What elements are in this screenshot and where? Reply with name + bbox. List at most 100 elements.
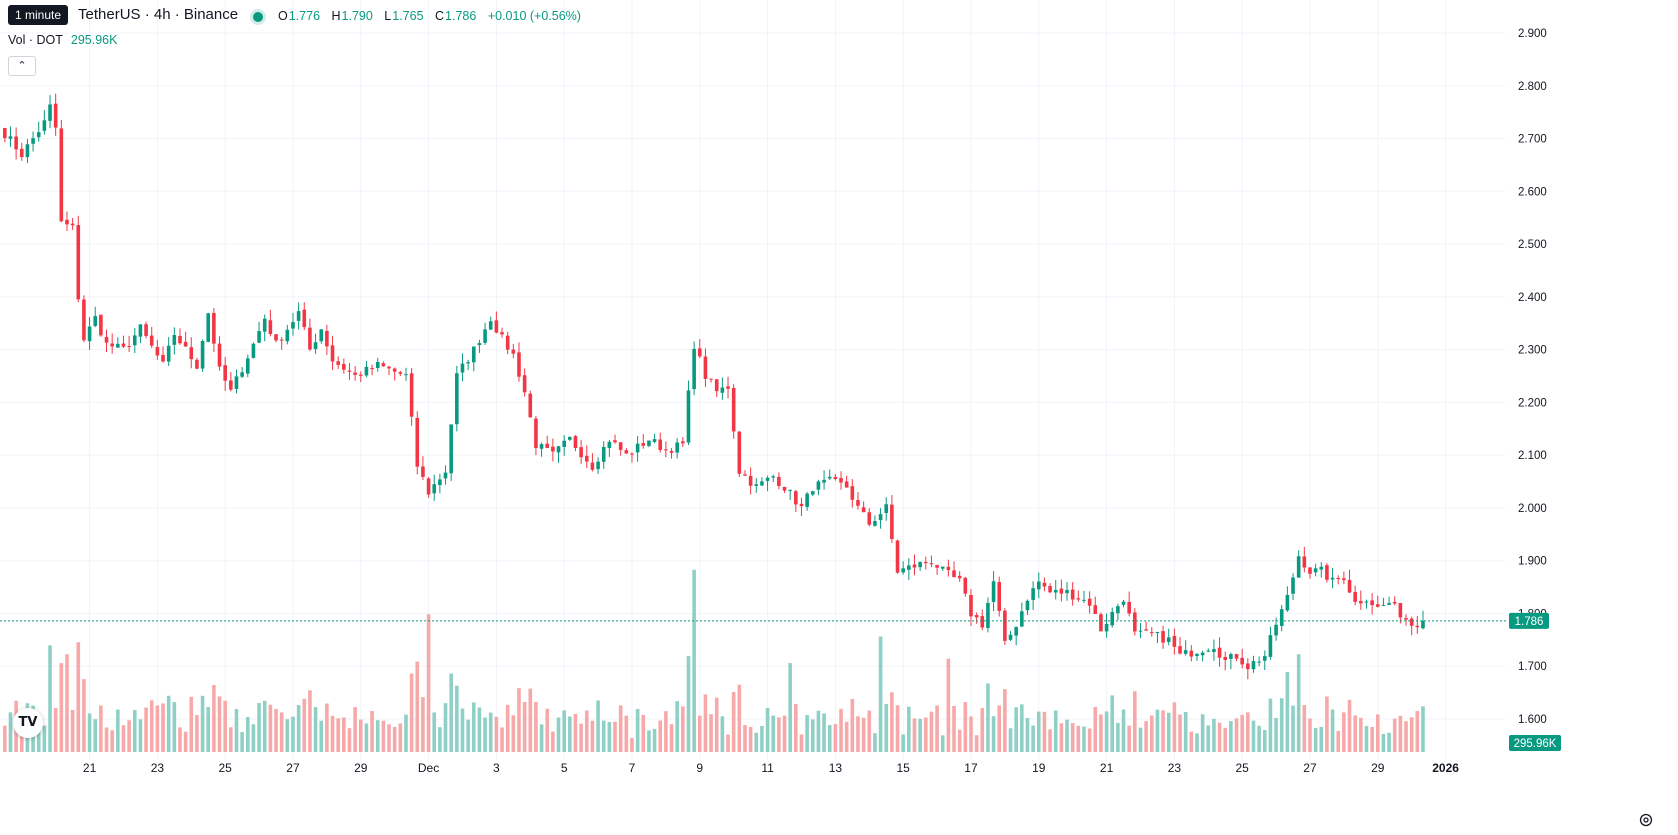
volume-bar [443,703,448,752]
volume-bar [935,705,939,752]
volume-bar [1087,728,1092,752]
candle-body [1070,589,1075,600]
volume-bar [974,735,979,752]
candle-body [1319,566,1324,570]
candle-body [822,479,826,483]
candle-body [161,354,165,362]
candle-body [1262,656,1267,661]
volume-bar [200,695,205,752]
volume-bar [274,708,278,752]
volume-bar [144,707,148,752]
volume-bar [777,717,781,752]
volume-bar [455,685,459,752]
tradingview-logo-icon[interactable]: TV [13,708,43,738]
candle-body [760,481,764,486]
candle-body [940,566,945,569]
candle-body [748,475,753,486]
volume-bar [466,719,470,752]
volume-bar [483,717,487,752]
volume-bar [364,723,369,752]
volume-bar [760,725,764,752]
candle-body [234,376,239,389]
volume-bar [720,716,725,752]
candle-body [901,568,905,573]
volume-bar [810,719,815,752]
volume-bar [969,716,973,752]
candle-body [82,299,86,341]
volume-bar [912,718,917,752]
volume-bar [3,725,7,752]
volume-value: 295.96K [70,33,118,47]
volume-bar [590,720,595,752]
candle-body [1336,578,1341,580]
candle-body [387,366,391,369]
low-label: L [384,9,392,23]
candle-body [149,335,154,346]
volume-bar [980,708,985,752]
volume-bar [426,614,431,752]
candle-body [409,373,414,417]
volume-bar [1003,689,1007,752]
candle-body [709,378,713,380]
volume-legend[interactable]: Vol · DOT 295.96K [8,33,117,47]
volume-bar [42,725,47,752]
volume-bar [1042,711,1047,752]
volume-bar [505,704,510,752]
volume-bar [1099,714,1103,752]
volume-bar [319,720,324,752]
candle-body [737,431,742,474]
volume-bar [647,730,651,752]
candle-body [104,336,109,343]
x-tick-label: 23 [1168,761,1182,775]
candle-body [19,148,24,158]
candle-body [398,372,403,374]
volume-bar [449,673,453,752]
candle-body [404,374,408,376]
candle-body [613,440,617,443]
volume-bar [579,723,583,752]
volume-bar [104,727,109,752]
candle-body [308,327,312,350]
candle-body [268,320,273,335]
candle-body [1421,620,1425,629]
volume-bar [1251,720,1256,752]
volume-bar [1347,699,1352,752]
candle-body [14,136,18,150]
collapse-legend-button[interactable]: ⌃ [8,56,36,76]
volume-bar [1070,723,1075,752]
candle-body [1330,577,1335,580]
volume-bar [36,718,41,752]
volume-bar [1313,728,1318,752]
x-tick-label: 3 [493,761,500,775]
candle-body [195,359,199,369]
y-tick-label: 2.600 [1518,186,1547,198]
volume-bar [471,702,476,752]
candle-body [178,335,182,344]
y-tick-label: 2.500 [1518,239,1547,251]
volume-bar [189,696,194,752]
gear-icon[interactable] [1638,812,1654,828]
volume-bar [308,690,312,752]
candle-body [839,478,843,483]
candle-body [25,144,30,158]
candle-body [438,479,442,486]
volume-bar [669,724,674,752]
x-tick-label: 11 [761,761,774,775]
volume-bar [624,715,629,752]
volume-bar [1189,731,1194,752]
candle-body [279,339,284,341]
volume-bar [630,737,634,752]
last-volume-badge [1509,735,1561,751]
volume-bar [1195,733,1199,752]
candle-body [584,455,589,462]
candle-body [1144,629,1148,631]
candle-body [1387,603,1391,605]
volume-bar [358,719,363,752]
symbol-title[interactable]: TetherUS · 4h · Binance [78,6,239,23]
candle-body [1003,610,1007,641]
candle-body [76,225,81,300]
x-tick-label: 29 [1371,761,1385,775]
open-label: O [278,9,288,23]
volume-bar [884,703,889,752]
